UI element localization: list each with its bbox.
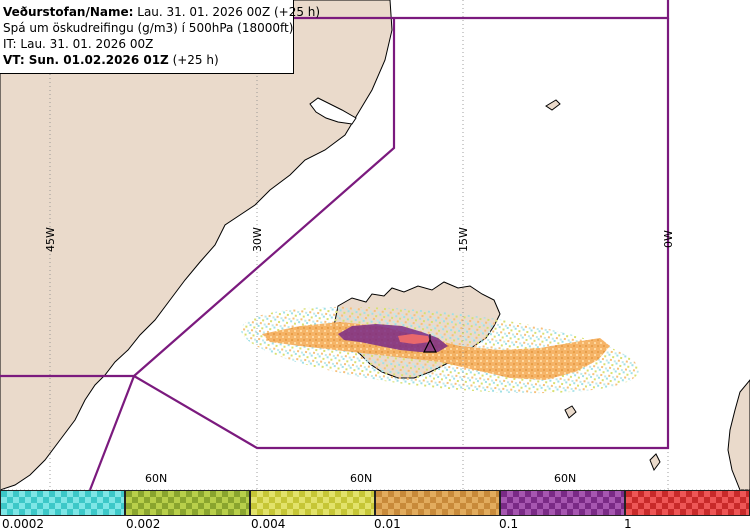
- shetland: [649, 453, 661, 472]
- legend-segment-1: [0, 490, 125, 516]
- forecast-info-box: Veðurstofan/Name: Lau. 31. 01. 2026 00Z …: [0, 0, 320, 74]
- info-valid-label: VT: Sun. 01.02.2026 01Z: [3, 53, 169, 67]
- info-valid-offset: (+25 h): [168, 53, 219, 67]
- lon-label-0w: 0W: [662, 230, 675, 248]
- lat-label-60n-c: 60N: [554, 472, 576, 485]
- greenland-land: [0, 0, 393, 491]
- lon-label-45w: 45W: [44, 227, 57, 252]
- info-line-description: Spá um öskudreifingu (g/m3) í 500hPa (18…: [3, 21, 294, 35]
- legend-segment-4: [375, 490, 500, 516]
- info-line-name: Veðurstofan/Name: Lau. 31. 01. 2026 00Z …: [3, 4, 320, 20]
- faroe-islands: [564, 405, 577, 419]
- legend-label-1: 0.0002: [2, 517, 44, 531]
- lat-label-60n-a: 60N: [145, 472, 167, 485]
- jan-mayen-island: [545, 99, 561, 111]
- ash-purple-core: [338, 324, 448, 352]
- legend-label-6: 1: [624, 517, 632, 531]
- info-line-issue-time: IT: Lau. 31. 01. 2026 00Z: [3, 37, 154, 51]
- greenland-fjord: [309, 97, 357, 125]
- legend-segment-3: [250, 490, 375, 516]
- concentration-legend: [0, 490, 750, 518]
- ash-red-center: [398, 334, 430, 344]
- info-agency-label: Veðurstofan/Name:: [3, 5, 134, 19]
- legend-label-3: 0.004: [251, 517, 286, 531]
- legend-labels: 0.0002 0.002 0.004 0.01 0.1 1: [0, 517, 750, 532]
- legend-segment-2: [125, 490, 250, 516]
- advisory-boundary: [0, 0, 670, 491]
- info-run-time: Lau. 31. 01. 2026 00Z (+25 h): [133, 5, 321, 19]
- lon-label-15w: 15W: [457, 227, 470, 252]
- legend-segment-5: [500, 490, 625, 516]
- lon-label-30w: 30W: [251, 227, 264, 252]
- lat-label-60n-b: 60N: [350, 472, 372, 485]
- legend-label-5: 0.1: [499, 517, 519, 531]
- legend-label-2: 0.002: [126, 517, 161, 531]
- info-line-valid-time: VT: Sun. 01.02.2026 01Z (+25 h): [3, 52, 289, 68]
- legend-segment-6: [625, 490, 750, 516]
- legend-label-4: 0.01: [374, 517, 401, 531]
- volcano-icon: [423, 338, 437, 353]
